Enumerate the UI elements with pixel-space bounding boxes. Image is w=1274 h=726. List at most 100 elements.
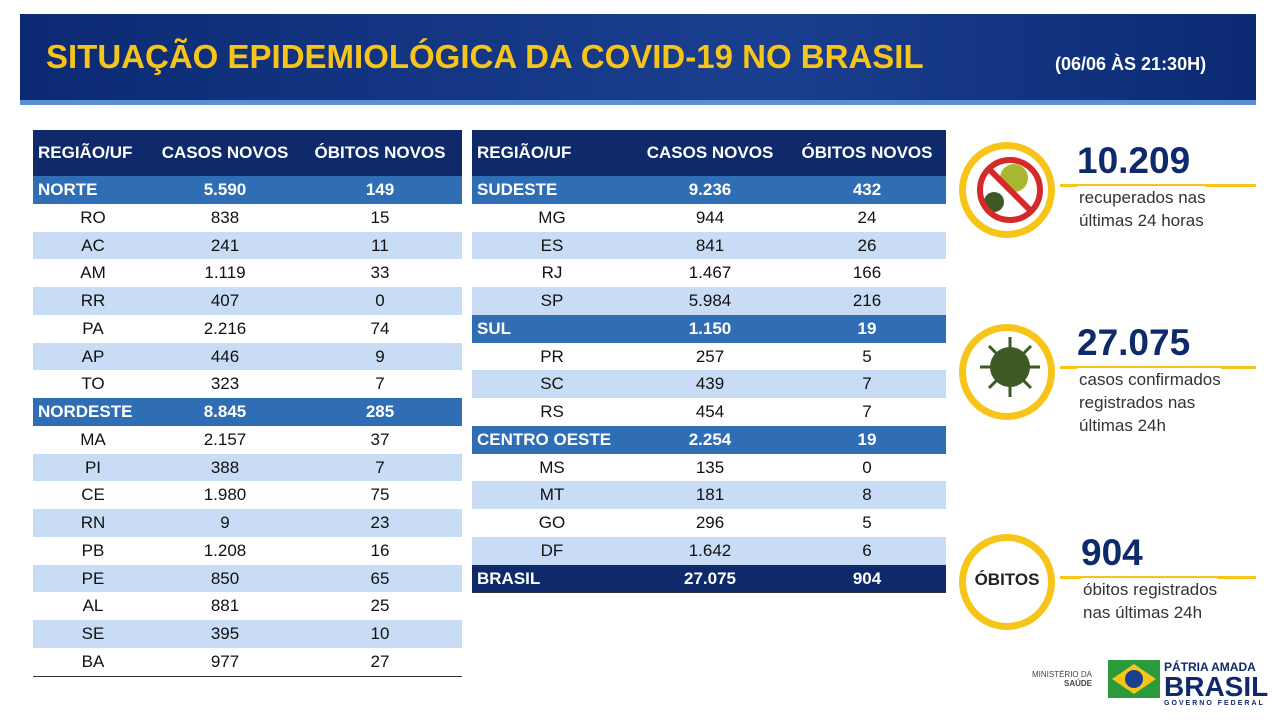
cell: 2.254 (688, 429, 732, 449)
column-header: CASOS NOVOS (646, 143, 774, 162)
cell: TO (81, 374, 105, 394)
cell: PE (81, 568, 105, 588)
cell: 1.980 (203, 485, 247, 505)
state-row: SC 439 7 (472, 370, 946, 398)
cell: NORTE (38, 180, 98, 199)
state-row: TO 323 7 (33, 370, 462, 398)
cell: 5 (862, 513, 872, 532)
cell: 944 (695, 207, 725, 227)
stat-text-line: registrados nas (1079, 393, 1196, 412)
stat-line (1060, 366, 1256, 369)
state-row: AC 241 11 (33, 231, 462, 260)
ministry-line: SAÚDE (1063, 679, 1092, 688)
stat-value: 904 (1081, 532, 1143, 573)
cell: DF (540, 540, 564, 560)
cell: 5 (862, 346, 872, 366)
cell: RJ (541, 263, 563, 283)
state-row: PA 2.216 74 (33, 315, 462, 343)
cell: RS (540, 402, 564, 421)
cell: 33 (370, 263, 390, 283)
state-row: MT 181 8 (472, 481, 946, 509)
region-row: SUL 1.150 19 (472, 314, 946, 343)
cell: 285 (365, 402, 395, 421)
cell: 15 (370, 207, 390, 227)
cell: 432 (852, 180, 882, 199)
stat-value: 27.075 (1077, 322, 1191, 363)
cell: 0 (862, 457, 872, 477)
stat-text-line: nas últimas 24h (1083, 603, 1203, 622)
ministry: MINISTÉRIO DA SAÚDE (1028, 670, 1092, 688)
cell: SC (540, 374, 564, 394)
cell: 19 (857, 429, 877, 449)
region-row: NORTE 5.590 149 (33, 176, 462, 204)
cell: 296 (695, 513, 725, 532)
cell: 37 (370, 429, 390, 449)
cell: 24 (857, 207, 877, 227)
cell: RO (80, 207, 106, 227)
stat-text-line: recuperados nas (1079, 188, 1206, 207)
cell: 149 (365, 180, 395, 199)
state-row: GO 296 5 (472, 509, 946, 537)
cell: 26 (857, 235, 877, 255)
cell: 25 (370, 596, 390, 616)
cell: 23 (370, 513, 390, 532)
cell: 7 (375, 374, 385, 394)
state-row: RR 407 0 (33, 287, 462, 315)
banner: SITUAÇÃO EPIDEMIOLÓGICA DA COVID-19 NO B… (20, 14, 1256, 105)
cell: 446 (210, 346, 240, 366)
state-row: MS 135 0 (472, 454, 946, 482)
cell: 27.075 (684, 568, 736, 588)
cell: 1.208 (203, 540, 247, 560)
cell: PB (81, 540, 105, 560)
cell: 1.119 (204, 263, 246, 283)
cell: 7 (375, 457, 385, 477)
brand-name: BRASIL (1164, 671, 1269, 702)
cell: 241 (210, 235, 240, 255)
column-header: ÓBITOS NOVOS (314, 143, 446, 162)
cell: 5.590 (203, 180, 247, 199)
state-row: RO 838 15 (33, 204, 462, 232)
cell: 9.236 (688, 180, 732, 199)
stat-text-line: casos confirmados (1079, 370, 1221, 389)
stat-text-line: óbitos registrados (1083, 580, 1218, 599)
state-row: CE 1.980 75 (33, 481, 462, 509)
state-row: AL 881 25 (33, 592, 462, 620)
cell: 439 (695, 374, 725, 394)
cell: 323 (210, 374, 240, 394)
state-row: PE 850 65 (33, 564, 462, 593)
cell: CENTRO OESTE (477, 429, 612, 449)
cell: 838 (210, 207, 240, 227)
cell: SUDESTE (477, 180, 558, 199)
cell: 395 (210, 624, 240, 643)
cell: AP (81, 346, 105, 366)
state-row: PR 257 5 (472, 343, 946, 371)
cell: GO (538, 513, 566, 532)
cell: 9 (375, 346, 385, 366)
state-row: RJ 1.467 166 (472, 259, 946, 287)
cell: 135 (695, 457, 725, 477)
cell: 841 (695, 235, 725, 255)
cell: SE (81, 624, 105, 643)
state-row: AP 446 9 (33, 342, 462, 371)
cell: PA (82, 318, 104, 338)
cell: 6 (862, 540, 872, 560)
stat-text: recuperados nas últimas 24 horas (1077, 186, 1206, 232)
cell: BA (81, 651, 105, 671)
cell: MA (80, 429, 106, 449)
cell: 27 (370, 651, 390, 671)
cell: 1.467 (688, 263, 732, 283)
cell: 11 (371, 235, 389, 255)
state-row: PI 388 7 (33, 453, 462, 482)
column-header: REGIÃO/UF (477, 143, 572, 162)
stat-text: casos confirmados registrados nas últimas … (1077, 368, 1221, 437)
cell: 904 (852, 568, 882, 588)
cell: RN (80, 513, 106, 532)
stat-ring: ÓBITOS (959, 534, 1055, 630)
cell: 2.157 (203, 429, 247, 449)
region-row: CENTRO OESTE 2.254 19 (472, 425, 946, 454)
state-row: PB 1.208 16 (33, 537, 462, 565)
stat-text: óbitos registrados nas últimas 24h (1081, 578, 1218, 624)
state-row: AM 1.119 33 (33, 259, 462, 287)
cell: 65 (370, 568, 390, 588)
cell: MS (539, 457, 565, 477)
